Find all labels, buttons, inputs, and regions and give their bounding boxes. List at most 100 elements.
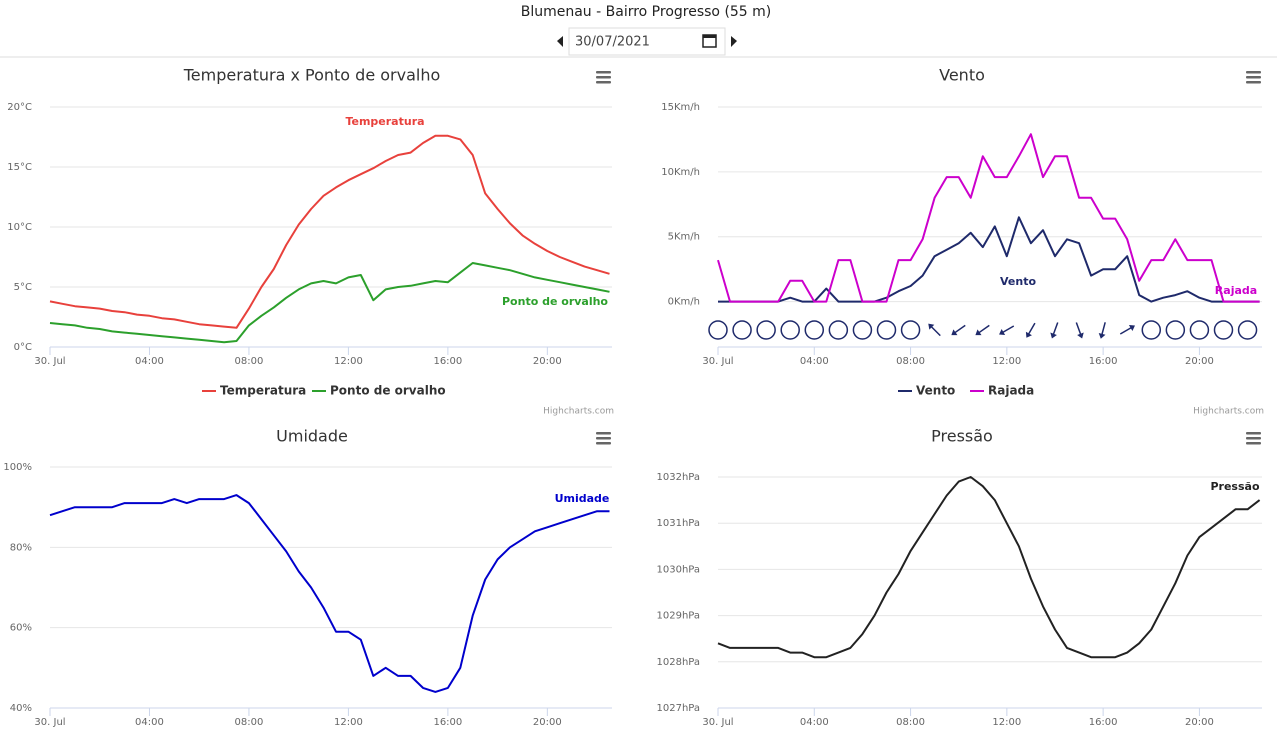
credits: Highcharts.com (1193, 407, 1264, 417)
series-label: Umidade (555, 492, 610, 505)
x-tick-label: 12:00 (334, 356, 363, 367)
x-tick-label: 08:00 (235, 717, 264, 728)
chart-menu[interactable] (596, 71, 611, 84)
x-tick-label: 20:00 (533, 717, 562, 728)
y-tick-label: 20°C (7, 102, 32, 113)
calm-icon (1141, 320, 1162, 340)
calendar-icon[interactable] (702, 34, 717, 48)
arrow-shaft (929, 325, 941, 337)
x-tick-label: 30. Jul (702, 356, 733, 367)
y-tick-label: 1027hPa (657, 703, 701, 714)
legend-label: Rajada (988, 384, 1034, 398)
x-tick-label: 04:00 (135, 717, 164, 728)
chart-title: Umidade (276, 427, 348, 446)
x-tick-label: 04:00 (800, 717, 829, 728)
x-tick-label: 04:00 (800, 356, 829, 367)
arrow-head (975, 329, 982, 336)
wind-arrow (1075, 322, 1084, 339)
arrow-shaft (977, 324, 990, 335)
chart-title: Pressão (931, 427, 993, 446)
series-line (717, 476, 1261, 659)
wind-arrow (1050, 322, 1059, 339)
date-text: 30/07/2021 (575, 35, 650, 50)
series-label: Rajada (1215, 284, 1257, 297)
menu-bar (1246, 432, 1261, 435)
prev-day[interactable] (557, 36, 563, 47)
arrow-head (928, 323, 935, 330)
wind-arrow (999, 325, 1015, 336)
x-tick-label: 30. Jul (34, 717, 65, 728)
menu-bar (596, 71, 611, 74)
legend-label: Ponto de orvalho (330, 384, 446, 398)
x-tick-label: 16:00 (1089, 356, 1118, 367)
calm-icon (708, 320, 728, 340)
series-label: Temperatura (345, 115, 424, 128)
date-input[interactable] (568, 27, 726, 56)
calm-icon (732, 320, 752, 340)
arrow-head (1098, 332, 1106, 339)
x-tick-label: 30. Jul (34, 356, 65, 367)
x-tick-label: 16:00 (433, 717, 462, 728)
wind-arrow (951, 324, 966, 336)
chart-menu[interactable] (1246, 432, 1261, 445)
menu-bar (596, 81, 611, 84)
series-line (49, 262, 610, 344)
x-tick-label: 12:00 (334, 717, 363, 728)
calm-icon (828, 320, 849, 340)
y-tick-label: 1029hPa (657, 611, 701, 622)
series-line (717, 133, 1260, 303)
y-tick-label: 10°C (7, 222, 32, 233)
calm-icon (780, 320, 800, 340)
calm-icon (900, 320, 921, 340)
y-tick-label: 15°C (7, 162, 32, 173)
legend-label: Temperatura (220, 384, 306, 398)
x-tick-label: 20:00 (533, 356, 562, 367)
y-tick-label: 40% (10, 703, 32, 714)
arrow-head (1025, 331, 1032, 338)
calm-icon (756, 320, 776, 340)
calm-icon (1213, 320, 1234, 340)
arrow-shaft (1001, 325, 1015, 334)
wind-arrow (928, 323, 941, 337)
y-tick-label: 5Km/h (668, 232, 700, 243)
page-title: Blumenau - Bairro Progresso (55 m) (521, 4, 772, 20)
next-day[interactable] (731, 36, 737, 47)
x-tick-label: 16:00 (1089, 717, 1118, 728)
arrow-shaft (1119, 326, 1133, 335)
series-label: Vento (1000, 275, 1036, 288)
y-tick-label: 5°C (14, 282, 32, 293)
x-tick-label: 30. Jul (702, 717, 733, 728)
credits: Highcharts.com (543, 407, 614, 417)
arrow-shaft (1075, 322, 1082, 336)
arrow-head (1077, 332, 1084, 339)
calm-icon (1237, 320, 1258, 340)
y-tick-label: 1031hPa (657, 518, 701, 529)
menu-bar (1246, 81, 1261, 84)
arrow-head (1128, 324, 1135, 332)
y-tick-label: 10Km/h (661, 167, 700, 178)
menu-bar (596, 437, 611, 440)
y-tick-label: 0Km/h (668, 297, 700, 308)
arrow-shaft (953, 324, 966, 335)
menu-bar (1246, 437, 1261, 440)
calm-icon (1165, 320, 1186, 340)
chart-title: Vento (939, 66, 985, 85)
calm-icon (1189, 320, 1210, 340)
x-tick-label: 04:00 (135, 356, 164, 367)
x-tick-label: 20:00 (1185, 356, 1214, 367)
arrow-head (951, 329, 958, 336)
menu-bar (1246, 71, 1261, 74)
x-tick-label: 08:00 (896, 717, 925, 728)
wind-arrow (1119, 324, 1135, 335)
y-tick-label: 100% (3, 462, 32, 473)
x-tick-label: 08:00 (896, 356, 925, 367)
series-line (49, 134, 610, 329)
chart-menu[interactable] (1246, 71, 1261, 84)
y-tick-label: 1032hPa (657, 472, 701, 483)
chart-menu[interactable] (596, 432, 611, 445)
calm-icon (876, 320, 897, 340)
y-tick-label: 80% (10, 542, 32, 553)
y-tick-label: 1030hPa (657, 564, 701, 575)
arrow-head (1050, 332, 1057, 339)
calm-icon (804, 320, 825, 340)
